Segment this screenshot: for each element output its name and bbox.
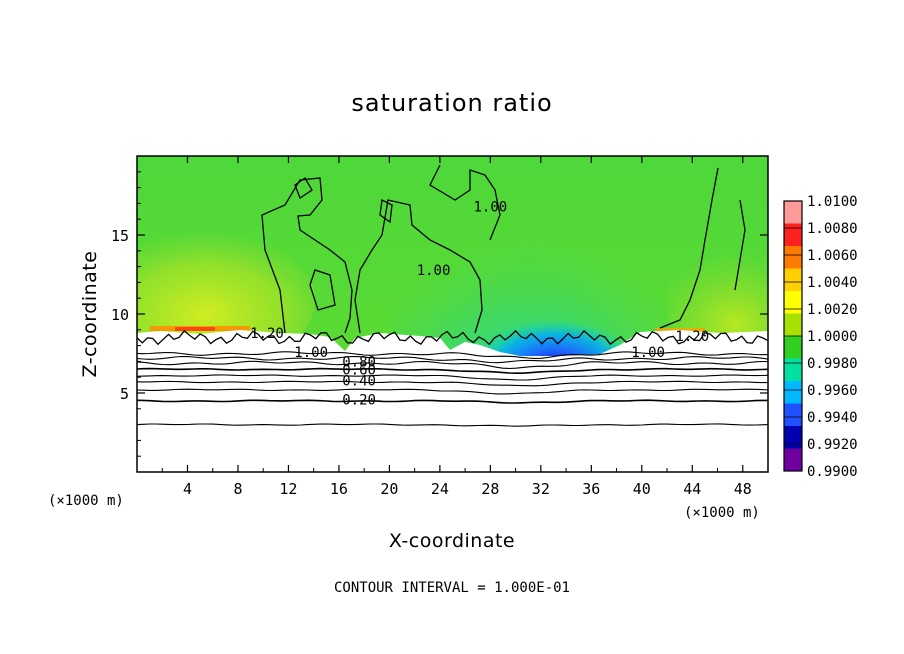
colorbar-label: 0.9940 xyxy=(807,410,858,426)
colorbar-swatch xyxy=(784,403,802,427)
contour-label: 0.80 xyxy=(342,354,376,370)
contour-line xyxy=(137,380,768,387)
colorbar-swatch xyxy=(784,358,802,382)
contour-label: 0.40 xyxy=(342,373,376,389)
y-axis: 5 10 15 xyxy=(111,171,768,457)
contour-line-cloud xyxy=(309,269,336,311)
contour-line xyxy=(137,355,768,364)
contour-line-cloud xyxy=(261,177,353,334)
contour-interval-footer: CONTOUR INTERVAL = 1.000E-01 xyxy=(334,580,570,596)
colorbar-label: 1.0020 xyxy=(807,302,858,318)
contour-lines xyxy=(137,164,768,427)
contour-line xyxy=(137,399,768,404)
x-tick-label: 48 xyxy=(734,480,752,498)
y-axis-label: Z-coordinate xyxy=(79,251,101,378)
contour-label: 0.20 xyxy=(342,392,376,408)
x-tick-label: 32 xyxy=(532,480,550,498)
colorbar-swatch xyxy=(784,381,802,404)
contour-label: 1.00 xyxy=(294,345,328,361)
x-tick-label: 28 xyxy=(481,480,499,498)
x-tick-label: 4 xyxy=(183,480,192,498)
colorbar-swatch xyxy=(784,336,802,359)
y-tick-label: 15 xyxy=(111,227,129,245)
contour-line xyxy=(137,374,768,381)
x-tick-label: 12 xyxy=(279,480,297,498)
colorbar-swatch xyxy=(784,291,802,314)
colorbar-swatch xyxy=(784,313,802,337)
contour-line-cloud xyxy=(354,199,483,334)
colorbar-label: 1.0100 xyxy=(807,194,858,210)
contour-label: 1.00 xyxy=(417,263,451,279)
x-unit-left: (×1000 m) xyxy=(48,493,124,509)
x-axis-label: X-coordinate xyxy=(389,530,515,552)
contour-line xyxy=(137,388,768,395)
contour-line xyxy=(137,351,768,359)
contour-line-cloud xyxy=(659,167,719,329)
y-tick-label: 5 xyxy=(120,385,129,403)
contour-line-cloud xyxy=(429,164,501,241)
x-tick-label: 40 xyxy=(633,480,651,498)
y-tick-label: 10 xyxy=(111,306,129,324)
contour-line xyxy=(137,360,768,370)
contour-line-cloud xyxy=(294,177,313,199)
x-unit-right: (×1000 m) xyxy=(684,505,760,521)
x-tick-label: 24 xyxy=(431,480,449,498)
colorbar-label: 1.0060 xyxy=(807,248,858,264)
colorbar-label: 1.0000 xyxy=(807,329,858,345)
contour-line xyxy=(137,423,768,427)
colorbar: 1.0100 1.0080 1.0060 1.0040 1.0020 1.0000 0.99… xyxy=(783,194,858,480)
heatmap-field xyxy=(137,156,768,472)
contour-line-cloud xyxy=(379,199,393,224)
colorbar-swatch xyxy=(784,246,802,269)
contour-label: 1.00 xyxy=(474,200,508,216)
contour-label: 0.60 xyxy=(342,362,376,378)
contour-line xyxy=(137,367,768,374)
colorbar-swatch xyxy=(784,426,802,449)
colorbar-label: 1.0080 xyxy=(807,221,858,237)
colorbar-swatch xyxy=(784,223,802,247)
contour-line-cloud xyxy=(734,199,746,291)
colorbar-swatch xyxy=(784,268,802,292)
x-tick-label: 16 xyxy=(330,480,348,498)
colorbar-label: 0.9980 xyxy=(807,356,858,372)
colorbar-swatch xyxy=(784,201,802,224)
chart-title: saturation ratio xyxy=(351,89,552,117)
contour-labels: 1.20 1.00 0.800.600.40 0.20 1.00 1.00 1.00 1.20 xyxy=(250,200,709,409)
colorbar-label: 0.9920 xyxy=(807,437,858,453)
x-tick-label: 44 xyxy=(683,480,701,498)
x-axis: 4 8 12 16 20 24 28 32 36 40 44 48 xyxy=(161,156,752,498)
contour-label: 1.00 xyxy=(631,345,665,361)
contour-label: 1.20 xyxy=(675,329,709,345)
colorbar-label: 0.9960 xyxy=(807,383,858,399)
x-tick-label: 20 xyxy=(380,480,398,498)
x-tick-label: 36 xyxy=(582,480,600,498)
colorbar-label: 1.0040 xyxy=(807,275,858,291)
colorbar-label: 0.9900 xyxy=(807,464,858,480)
colorbar-swatch xyxy=(784,448,802,472)
contour-line-cloud-base xyxy=(137,329,768,346)
contour-label: 1.20 xyxy=(250,326,284,342)
x-tick-label: 8 xyxy=(233,480,242,498)
